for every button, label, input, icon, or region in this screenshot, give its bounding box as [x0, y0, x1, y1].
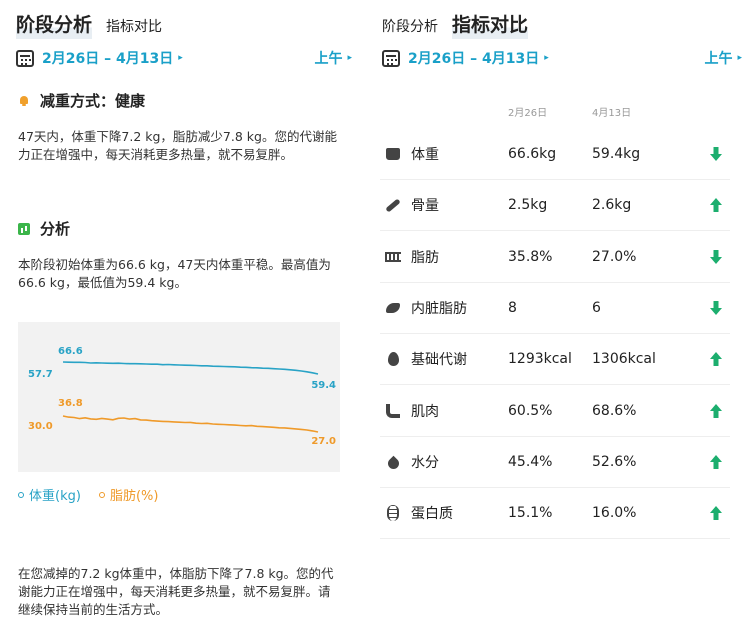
arrow-up-icon [710, 403, 722, 418]
metric-compare-panel: 阶段分析 指标对比 2月26日 – 4月13日 ▸ 上午 ▸ 2月26日 4月1… [372, 0, 750, 627]
tab-metric-compare[interactable]: 指标对比 [106, 19, 163, 35]
analysis-text: 本阶段初始体重为66.6 kg，47天内体重平稳。最高值为66.6 kg，最低值… [18, 257, 331, 290]
bone-icon [385, 197, 401, 213]
metric-end-value: 68.6% [592, 402, 637, 419]
tab-metric-compare[interactable]: 指标对比 [452, 10, 529, 39]
stage-analysis-panel: 阶段分析 指标对比 2月26日 – 4月13日 ▸ 上午 ▸ 减重方式：健康 4… [0, 0, 360, 627]
caret-right-icon[interactable]: ▸ [347, 53, 352, 63]
flame-icon [385, 351, 401, 367]
series-end-label: 27.0 [311, 436, 336, 447]
loss-method-title: 减重方式：健康 [40, 92, 146, 110]
metric-end-value: 59.4kg [592, 146, 641, 162]
metric-end-value: 6 [592, 299, 601, 316]
series-reference-label: 30.0 [28, 421, 53, 432]
metric-row[interactable]: 基础代谢 1293kcal 1306kcal [380, 334, 730, 386]
caret-right-icon[interactable]: ▸ [737, 53, 742, 63]
arrow-down-icon [710, 249, 722, 264]
metric-row[interactable]: 体重 66.6kg 59.4kg [380, 129, 730, 180]
metric-start-value: 45.4% [508, 453, 553, 470]
metric-label: 内脏脂肪 [411, 300, 467, 317]
arrow-down-icon [710, 300, 722, 315]
tab-bar: 阶段分析 指标对比 [382, 10, 529, 39]
summary-text: 在您减掉的7.2 kg体重中，体脂肪下降了7.8 kg。您的代谢能力正在增强中，… [18, 566, 334, 617]
caret-right-icon[interactable]: ▸ [178, 53, 183, 63]
series-reference-label: 57.7 [28, 369, 53, 380]
calendar-icon[interactable] [16, 49, 34, 67]
series-line-0 [62, 361, 319, 375]
analysis-title: 分析 [40, 220, 71, 238]
metric-start-value: 60.5% [508, 402, 553, 419]
column-header-end: 4月13日 [592, 108, 632, 119]
loss-method-heading: 减重方式：健康 [18, 90, 145, 111]
muscle-icon [385, 403, 401, 419]
tab-stage-analysis[interactable]: 阶段分析 [382, 19, 438, 35]
arrow-up-icon [710, 198, 722, 213]
arrow-up-icon [710, 506, 722, 521]
fat-icon [385, 249, 401, 265]
date-range-selector[interactable]: 2月26日 – 4月13日 [42, 51, 174, 67]
metric-row[interactable]: 肌肉 60.5% 68.6% [380, 386, 730, 437]
tab-stage-analysis[interactable]: 阶段分析 [16, 10, 93, 39]
metric-end-value: 2.6kg [592, 197, 632, 214]
series-line-1 [62, 415, 319, 433]
metric-row[interactable]: 水分 45.4% 52.6% [380, 437, 730, 488]
calendar-icon[interactable] [382, 49, 400, 67]
metric-label: 骨量 [411, 198, 439, 215]
metric-start-value: 8 [508, 299, 517, 316]
date-range-selector[interactable]: 2月26日 – 4月13日 [408, 51, 540, 67]
bar-chart-icon [18, 222, 30, 235]
period-selector[interactable]: 上午 [704, 51, 733, 67]
metric-row[interactable]: 骨量 2.5kg 2.6kg [380, 180, 730, 232]
date-bar: 2月26日 – 4月13日 ▸ 上午 ▸ [382, 48, 742, 68]
metric-label: 肌肉 [411, 403, 439, 420]
metric-label: 蛋白质 [411, 506, 453, 523]
date-bar: 2月26日 – 4月13日 ▸ 上午 ▸ [16, 48, 352, 68]
metric-label: 基础代谢 [411, 352, 467, 369]
dna-icon [385, 505, 401, 522]
metric-label: 脂肪 [411, 249, 439, 266]
metric-row[interactable]: 内脏脂肪 8 6 [380, 283, 730, 334]
chart-legend: 体重(kg) 脂肪(%) [18, 485, 158, 504]
trend-chart: 66.6 57.7 59.4 36.8 30.0 27.0 [18, 322, 340, 472]
metric-start-value: 35.8% [508, 248, 553, 265]
scale-icon [385, 146, 401, 162]
loss-method-text: 47天内，体重下降7.2 kg，脂肪减少7.8 kg。您的代谢能力正在增强中，每… [18, 129, 337, 162]
metric-label: 水分 [411, 454, 439, 471]
bell-icon [18, 95, 30, 107]
metric-start-value: 2.5kg [508, 197, 548, 214]
arrow-down-icon [710, 147, 722, 161]
metric-end-value: 27.0% [592, 248, 637, 265]
series-end-label: 59.4 [311, 380, 336, 391]
caret-right-icon[interactable]: ▸ [544, 53, 549, 63]
metric-end-value: 16.0% [592, 505, 637, 522]
legend-dot-icon [98, 491, 105, 498]
metric-end-value: 52.6% [592, 453, 637, 470]
organ-icon [385, 300, 401, 316]
metric-end-value: 1306kcal [592, 351, 656, 368]
arrow-up-icon [710, 352, 722, 367]
tab-bar: 阶段分析 指标对比 [16, 10, 162, 39]
metric-start-value: 1293kcal [508, 351, 572, 368]
column-header-start: 2月26日 [508, 108, 548, 119]
legend-dot-icon [18, 491, 24, 498]
metric-row[interactable]: 蛋白质 15.1% 16.0% [380, 488, 730, 540]
legend-weight-label: 体重(kg) [29, 489, 81, 504]
trend-chart-svg: 66.6 57.7 59.4 36.8 30.0 27.0 [28, 346, 336, 447]
metric-label: 体重 [411, 147, 439, 163]
metric-start-value: 66.6kg [508, 146, 557, 162]
period-selector[interactable]: 上午 [314, 51, 343, 67]
series-start-label: 36.8 [58, 398, 83, 409]
series-start-label: 66.6 [58, 346, 83, 357]
water-drop-icon [385, 454, 401, 472]
legend-fat-label: 脂肪(%) [109, 489, 159, 504]
legend-fat: 脂肪(%) [98, 485, 159, 504]
analysis-heading: 分析 [18, 218, 70, 239]
metric-start-value: 15.1% [508, 505, 553, 522]
metric-row[interactable]: 脂肪 35.8% 27.0% [380, 232, 730, 283]
legend-weight: 体重(kg) [18, 485, 81, 504]
arrow-up-icon [710, 454, 722, 469]
